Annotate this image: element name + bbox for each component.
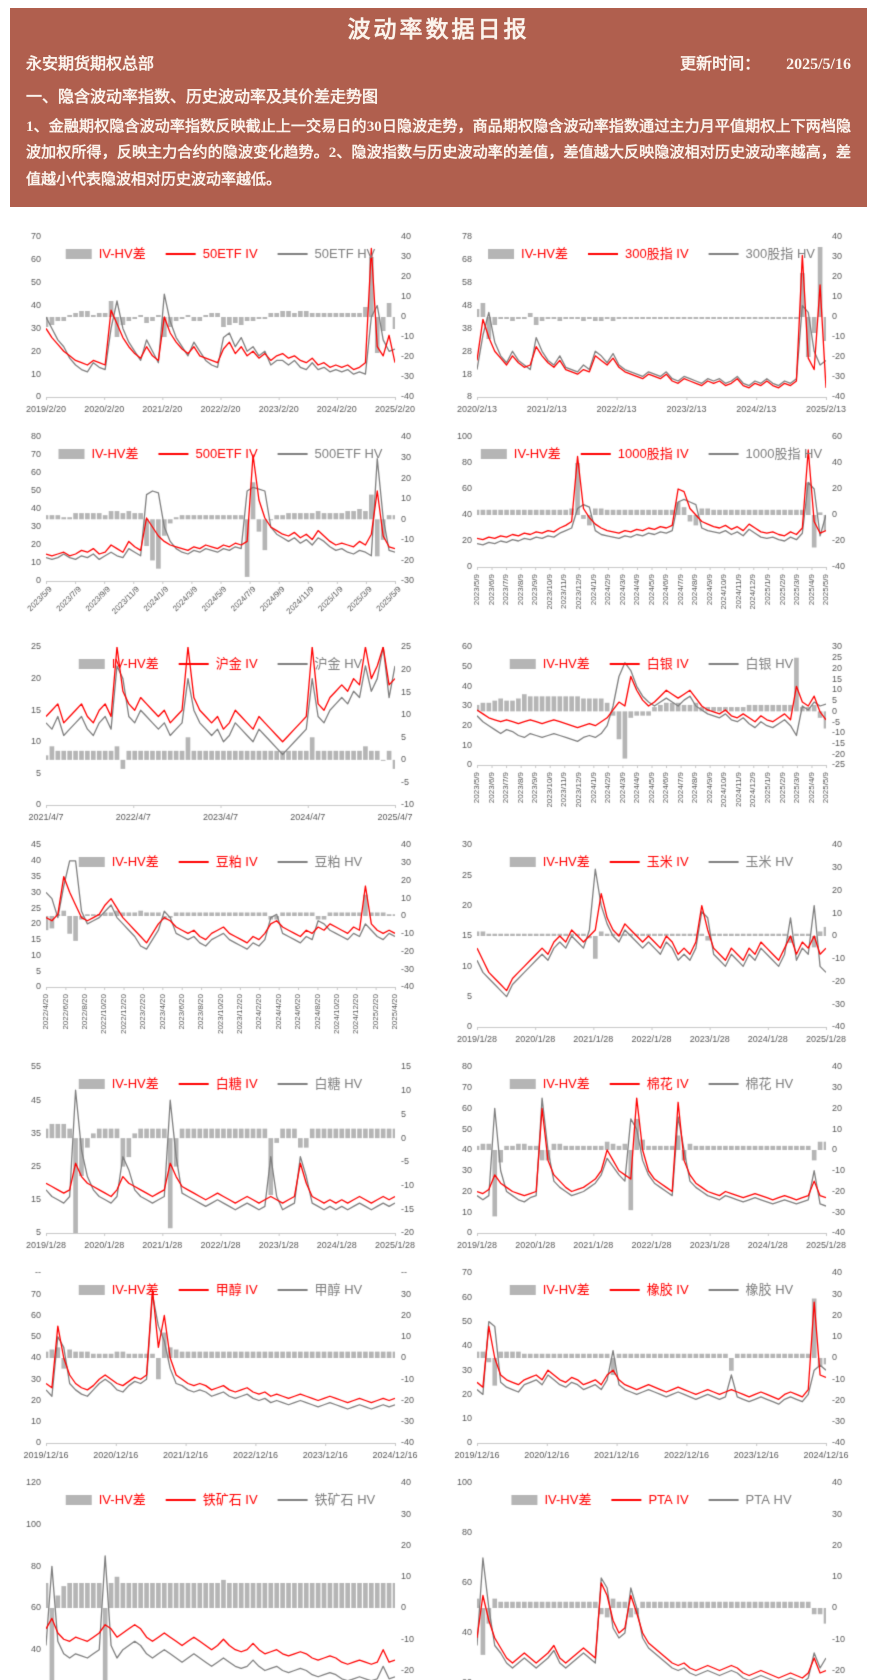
chart-iron-ore-canvas [10,1474,435,1680]
chart-row-4 [10,836,867,1049]
section-title: 一、隐含波动率指数、历史波动率及其价差走势图 [26,89,379,107]
chart-methanol-canvas [10,1264,435,1465]
chart-sugar [10,1058,435,1255]
chart-row-1 [10,228,867,419]
chart-1000-index-canvas [441,428,866,629]
chart-300-index-canvas [441,228,866,419]
chart-silver [441,638,866,827]
org-name: 永安期货期权总部 [26,56,155,74]
section-description: 1、金融期权隐含波动率指数反映截止上一交易日的30日隐波走势，商品期权隐含波动率… [26,119,851,188]
chart-row-2 [10,428,867,629]
chart-50etf [10,228,435,419]
chart-pta-canvas [441,1474,866,1680]
chart-shfe-gold [10,638,435,827]
chart-cotton-canvas [441,1058,866,1255]
chart-sugar-canvas [10,1058,435,1255]
chart-1000-index [441,428,866,629]
update-time: 更新时间： 2025/5/16 [680,50,851,74]
report-header: 波动率数据日报 永安期货期权总部 更新时间： 2025/5/16 一、隐含波动率指… [10,8,867,207]
chart-corn [441,836,866,1049]
chart-row-5 [10,1058,867,1255]
report-subheader: 永安期货期权总部 更新时间： 2025/5/16 [26,50,851,74]
chart-cotton [441,1058,866,1255]
chart-rubber-canvas [441,1264,866,1465]
chart-500etf-canvas [10,428,435,629]
chart-pta [441,1474,866,1680]
chart-300-index [441,228,866,419]
chart-row-3 [10,638,867,827]
chart-row-6 [10,1264,867,1465]
chart-rubber [441,1264,866,1465]
charts-grid [0,213,877,1680]
chart-shfe-gold-canvas [10,638,435,827]
chart-50etf-canvas [10,228,435,419]
update-time-label: 更新时间： [680,56,761,74]
chart-soybean-meal-canvas [10,836,435,1049]
chart-soybean-meal [10,836,435,1049]
chart-iron-ore [10,1474,435,1680]
chart-silver-canvas [441,638,866,827]
chart-row-7 [10,1474,867,1680]
chart-methanol [10,1264,435,1465]
report-title: 波动率数据日报 [347,17,530,42]
update-time-value: 2025/5/16 [786,56,851,74]
chart-500etf [10,428,435,629]
chart-corn-canvas [441,836,866,1049]
